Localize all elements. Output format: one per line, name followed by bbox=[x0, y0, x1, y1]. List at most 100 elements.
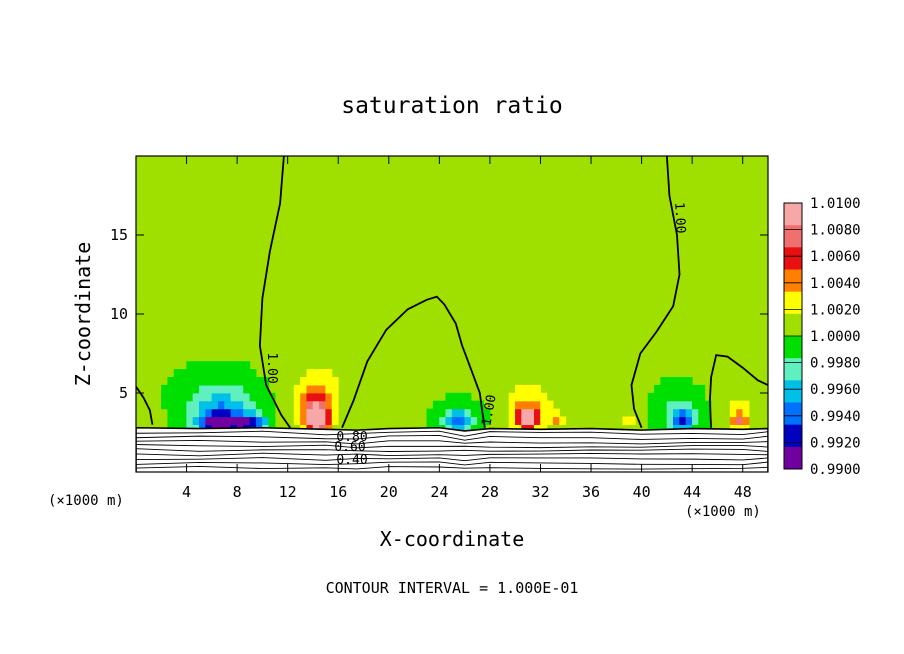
contour-interval-note: CONTOUR INTERVAL = 1.000E-01 bbox=[326, 579, 579, 597]
field-cell bbox=[199, 361, 206, 370]
field-cell bbox=[325, 400, 333, 410]
terrain-contour bbox=[136, 457, 768, 462]
terrain-contour bbox=[136, 461, 768, 466]
field-cell bbox=[515, 392, 522, 402]
field-cell bbox=[192, 400, 200, 410]
field-cell bbox=[243, 384, 251, 394]
field-cell bbox=[205, 369, 213, 378]
field-cell bbox=[445, 400, 453, 410]
field-cell bbox=[224, 408, 232, 418]
field-cell bbox=[325, 384, 333, 394]
colorbar-label: 0.9920 bbox=[810, 435, 861, 451]
field-cell bbox=[521, 400, 529, 410]
field-cell bbox=[293, 392, 301, 402]
field-cell bbox=[167, 377, 175, 386]
field-cell bbox=[470, 424, 478, 433]
field-cell bbox=[306, 408, 314, 418]
field-cell bbox=[180, 408, 187, 418]
field-cell bbox=[180, 392, 187, 402]
field-cell bbox=[249, 384, 257, 394]
field-cell bbox=[217, 384, 225, 394]
field-cell bbox=[325, 392, 333, 402]
field-cell bbox=[546, 416, 554, 425]
field-cell bbox=[685, 416, 693, 425]
colorbar-label: 1.0040 bbox=[810, 276, 861, 292]
field-cell bbox=[464, 392, 472, 402]
field-cell bbox=[199, 408, 206, 418]
field-cell bbox=[515, 416, 522, 425]
y-tick-label: 15 bbox=[110, 226, 128, 244]
field-cell bbox=[211, 384, 219, 394]
field-cell bbox=[243, 369, 251, 378]
field-cell bbox=[508, 392, 516, 402]
field-cell bbox=[312, 369, 320, 378]
field-cell bbox=[167, 392, 175, 402]
field-cell bbox=[211, 408, 219, 418]
field-cell bbox=[319, 384, 326, 394]
contour-label: 0.60 bbox=[334, 440, 365, 455]
field-cell bbox=[660, 384, 668, 394]
field-cell bbox=[306, 369, 314, 378]
field-cell bbox=[666, 416, 674, 425]
colorbar-segment bbox=[784, 358, 802, 381]
field-cell bbox=[300, 400, 308, 410]
colorbar-label: 0.9900 bbox=[810, 462, 861, 478]
field-cell bbox=[325, 416, 333, 425]
field-cell bbox=[331, 400, 339, 410]
field-cell bbox=[236, 408, 244, 418]
field-cell bbox=[445, 408, 453, 418]
field-cell bbox=[445, 416, 453, 425]
field-cell bbox=[199, 377, 206, 386]
field-cell bbox=[211, 416, 219, 425]
field-cell bbox=[439, 400, 447, 410]
field-cell bbox=[312, 392, 320, 402]
field-cell bbox=[224, 361, 232, 370]
field-cell bbox=[236, 416, 244, 425]
field-cell bbox=[192, 377, 200, 386]
field-cell bbox=[654, 416, 661, 425]
field-cell bbox=[230, 400, 238, 410]
field-cell bbox=[647, 416, 655, 425]
colorbar-segment bbox=[784, 225, 802, 248]
field-cell bbox=[224, 416, 232, 425]
field-cell bbox=[180, 384, 187, 394]
field-cell bbox=[691, 408, 699, 418]
field-cell bbox=[211, 377, 219, 386]
field-cell bbox=[685, 384, 693, 394]
field-cell bbox=[236, 400, 244, 410]
field-cell bbox=[698, 408, 706, 418]
field-cell bbox=[243, 361, 251, 370]
field-cell bbox=[426, 416, 434, 425]
field-cell bbox=[679, 377, 687, 386]
field-cell bbox=[546, 400, 554, 410]
y-tick-label: 5 bbox=[119, 384, 128, 402]
field-cell bbox=[180, 377, 187, 386]
field-cell bbox=[224, 392, 232, 402]
colorbar: 1.0100 1.0080 1.0060 1.0040 1.0020 1.0000 0.99… bbox=[783, 196, 861, 478]
field-cell bbox=[230, 369, 238, 378]
colorbar-label: 1.0060 bbox=[810, 249, 861, 265]
field-cell bbox=[319, 392, 326, 402]
terrain-contour bbox=[136, 452, 768, 457]
field-cell bbox=[243, 408, 251, 418]
field-cell bbox=[470, 408, 478, 418]
field-cell bbox=[205, 400, 213, 410]
colorbar-label: 1.0020 bbox=[810, 302, 861, 318]
field-cell bbox=[540, 400, 548, 410]
field-cell bbox=[679, 384, 687, 394]
field-cell bbox=[167, 384, 175, 394]
colorbar-segment bbox=[784, 424, 802, 448]
contour-line bbox=[630, 156, 681, 429]
field-cell bbox=[173, 416, 181, 425]
field-cell bbox=[180, 400, 187, 410]
field-cell bbox=[211, 361, 219, 370]
field-cell bbox=[236, 361, 244, 370]
field-cell bbox=[432, 400, 440, 410]
field-cell bbox=[217, 392, 225, 402]
field-cell bbox=[293, 400, 301, 410]
field-cell bbox=[660, 416, 668, 425]
field-cell bbox=[306, 384, 314, 394]
field-cell bbox=[249, 369, 257, 378]
field-cell bbox=[230, 416, 238, 425]
field-cell bbox=[654, 392, 661, 402]
